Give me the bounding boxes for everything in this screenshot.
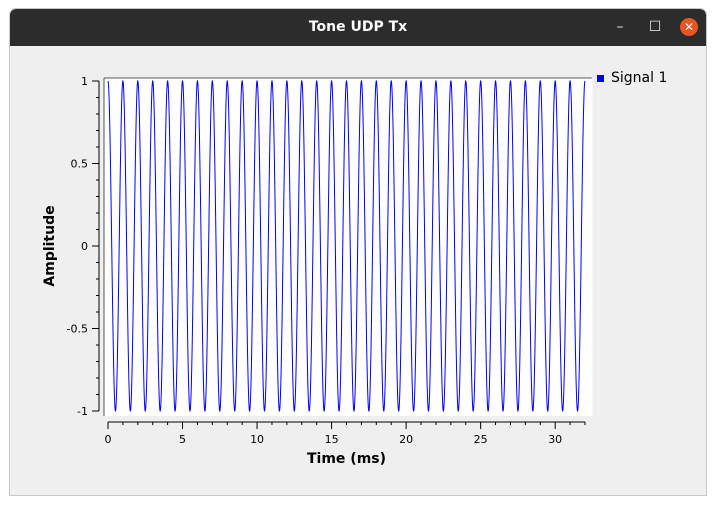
maximize-button[interactable]: ☐ bbox=[648, 19, 662, 35]
x-tick-label: 30 bbox=[548, 433, 562, 446]
close-button[interactable]: ✕ bbox=[680, 18, 698, 36]
x-tick-label: 10 bbox=[250, 433, 264, 446]
x-axis-label: Time (ms) bbox=[307, 451, 386, 467]
x-tick-label: 0 bbox=[105, 433, 112, 446]
legend-swatch-icon bbox=[597, 74, 604, 82]
x-tick-label: 25 bbox=[474, 433, 488, 446]
y-tick-label: -0.5 bbox=[67, 323, 88, 336]
title-bar[interactable]: Tone UDP Tx – ☐ ✕ bbox=[10, 9, 706, 46]
legend[interactable]: Signal 1 bbox=[597, 70, 667, 86]
y-tick-label: 0 bbox=[81, 240, 88, 253]
x-tick-label: 20 bbox=[399, 433, 413, 446]
minimize-button[interactable]: – bbox=[616, 19, 624, 35]
x-tick-label: 15 bbox=[325, 433, 339, 446]
y-tick-label: -1 bbox=[77, 405, 88, 418]
x-tick-label: 5 bbox=[179, 433, 186, 446]
y-axis-label: Amplitude bbox=[42, 205, 58, 286]
legend-label: Signal 1 bbox=[611, 70, 668, 86]
y-tick-label: 0.5 bbox=[71, 158, 89, 171]
series-line-signal-1 bbox=[107, 79, 586, 412]
y-tick-label: 1 bbox=[81, 75, 88, 88]
window-title: Tone UDP Tx bbox=[308, 19, 408, 35]
